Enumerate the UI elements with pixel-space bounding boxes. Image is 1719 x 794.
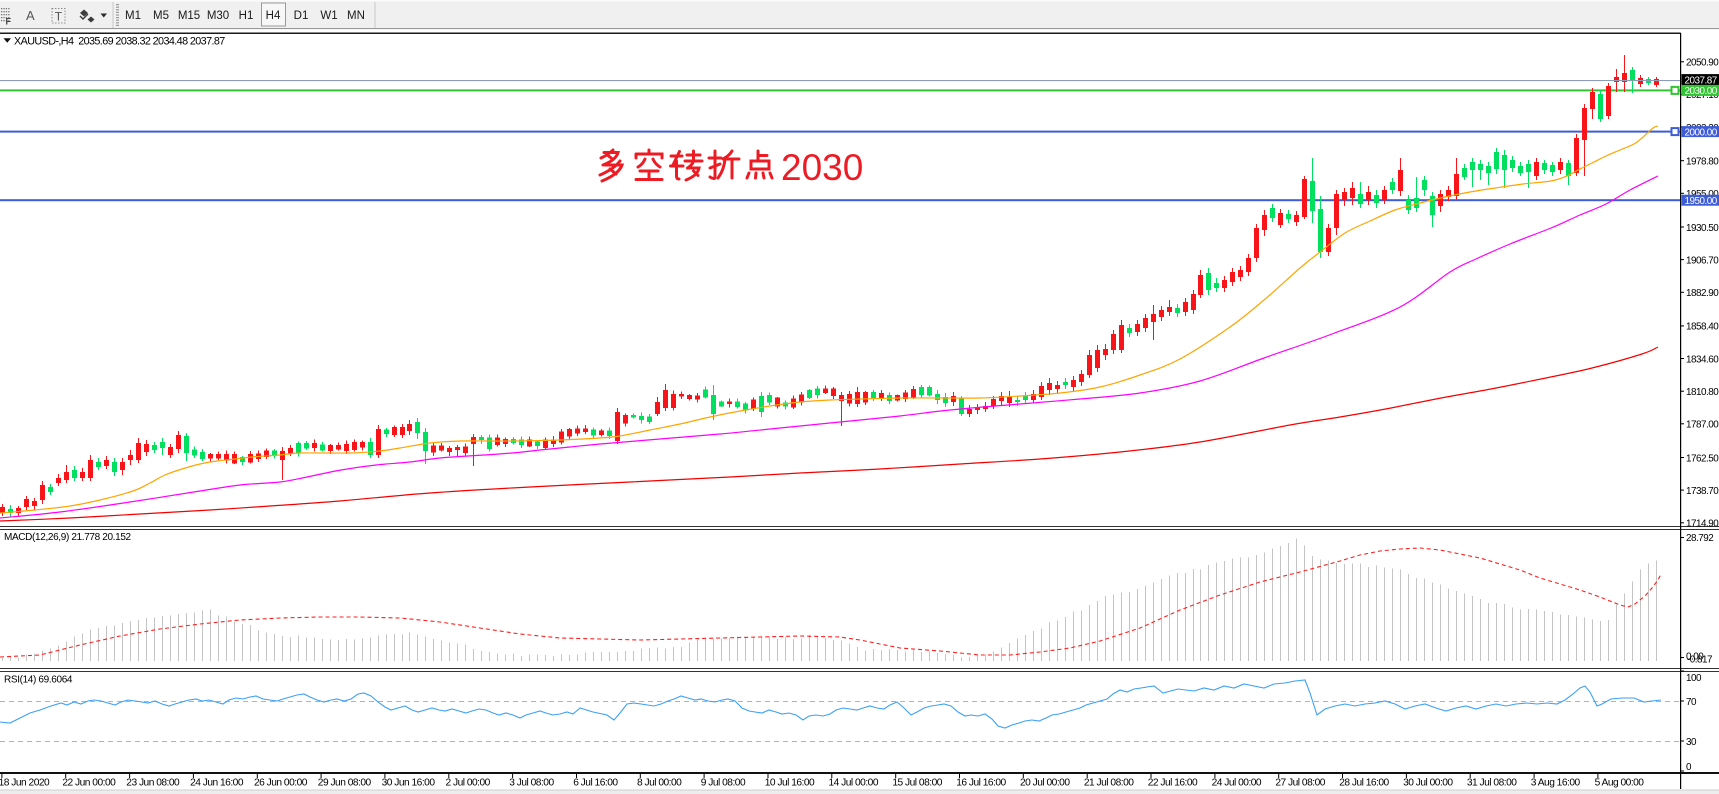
svg-text:30 Jun 16:00: 30 Jun 16:00 — [382, 778, 436, 789]
svg-text:1882.90: 1882.90 — [1686, 288, 1719, 299]
svg-text:24 Jul 00:00: 24 Jul 00:00 — [1212, 778, 1262, 789]
svg-text:2030: 2030 — [781, 147, 863, 188]
svg-text:2050.90: 2050.90 — [1686, 58, 1719, 69]
svg-text:1834.60: 1834.60 — [1686, 354, 1719, 365]
svg-text:20 Jul 00:00: 20 Jul 00:00 — [1020, 778, 1070, 789]
svg-text:1950.00: 1950.00 — [1685, 196, 1718, 207]
svg-text:A: A — [26, 8, 35, 23]
svg-text:26 Jun 00:00: 26 Jun 00:00 — [254, 778, 308, 789]
svg-text:H1: H1 — [239, 10, 254, 22]
svg-text:27 Jul 08:00: 27 Jul 08:00 — [1275, 778, 1325, 789]
svg-text:18 Jun 2020: 18 Jun 2020 — [0, 778, 50, 789]
svg-text:RSI(14) 69.6064: RSI(14) 69.6064 — [4, 675, 73, 686]
svg-text:6 Jul 16:00: 6 Jul 16:00 — [573, 778, 618, 789]
svg-text:0.00: 0.00 — [1686, 652, 1704, 663]
svg-text:3 Aug 16:00: 3 Aug 16:00 — [1531, 778, 1581, 789]
svg-text:1787.00: 1787.00 — [1686, 420, 1719, 431]
svg-text:30 Jul 00:00: 30 Jul 00:00 — [1403, 778, 1453, 789]
svg-text:-0.817: -0.817 — [1687, 655, 1712, 666]
svg-text:24 Jun 16:00: 24 Jun 16:00 — [190, 778, 244, 789]
svg-text:W1: W1 — [320, 10, 337, 22]
svg-text:1738.70: 1738.70 — [1686, 486, 1719, 497]
svg-text:30: 30 — [1686, 737, 1697, 748]
svg-text:MN: MN — [347, 10, 365, 22]
svg-text:5 Aug 00:00: 5 Aug 00:00 — [1595, 778, 1645, 789]
svg-text:1930.50: 1930.50 — [1686, 223, 1719, 234]
svg-text:22 Jun 00:00: 22 Jun 00:00 — [62, 778, 116, 789]
svg-text:2000.00: 2000.00 — [1685, 127, 1718, 138]
svg-text:M30: M30 — [207, 10, 229, 22]
svg-text:1978.80: 1978.80 — [1686, 157, 1719, 168]
svg-text:1762.50: 1762.50 — [1686, 453, 1719, 464]
svg-text:100: 100 — [1686, 673, 1702, 684]
svg-text:21 Jul 08:00: 21 Jul 08:00 — [1084, 778, 1134, 789]
svg-text:70: 70 — [1686, 697, 1697, 708]
svg-text:23 Jun 08:00: 23 Jun 08:00 — [126, 778, 180, 789]
svg-text:0: 0 — [1686, 762, 1692, 773]
svg-text:M1: M1 — [125, 10, 141, 22]
svg-text:M15: M15 — [178, 10, 200, 22]
svg-text:16 Jul 16:00: 16 Jul 16:00 — [956, 778, 1006, 789]
svg-text:28.792: 28.792 — [1686, 533, 1713, 544]
svg-text:2030.00: 2030.00 — [1685, 86, 1718, 97]
svg-text:XAUUSD-,H4 2035.69 2038.32 20: XAUUSD-,H4 2035.69 2038.32 2034.48 2037.… — [14, 36, 225, 48]
svg-text:8 Jul 00:00: 8 Jul 00:00 — [637, 778, 682, 789]
svg-text:H4: H4 — [266, 10, 281, 22]
svg-text:D1: D1 — [294, 10, 309, 22]
svg-text:31 Jul 08:00: 31 Jul 08:00 — [1467, 778, 1517, 789]
svg-text:1810.80: 1810.80 — [1686, 387, 1719, 398]
svg-text:29 Jun 08:00: 29 Jun 08:00 — [318, 778, 372, 789]
svg-text:10 Jul 16:00: 10 Jul 16:00 — [765, 778, 815, 789]
svg-text:28 Jul 16:00: 28 Jul 16:00 — [1339, 778, 1389, 789]
svg-text:T: T — [55, 10, 63, 24]
svg-text:2037.87: 2037.87 — [1685, 75, 1717, 86]
svg-text:1955.00: 1955.00 — [1686, 189, 1719, 200]
svg-text:1858.40: 1858.40 — [1686, 322, 1719, 333]
svg-text:M5: M5 — [153, 10, 169, 22]
svg-text:14 Jul 00:00: 14 Jul 00:00 — [829, 778, 879, 789]
svg-text:22 Jul 16:00: 22 Jul 16:00 — [1148, 778, 1198, 789]
svg-text:1714.90: 1714.90 — [1686, 519, 1719, 530]
svg-text:3 Jul 08:00: 3 Jul 08:00 — [509, 778, 554, 789]
svg-text:2 Jul 00:00: 2 Jul 00:00 — [446, 778, 491, 789]
svg-text:1906.70: 1906.70 — [1686, 255, 1719, 266]
svg-text:F: F — [6, 17, 12, 27]
svg-text:MACD(12,26,9) 21.778 20.152: MACD(12,26,9) 21.778 20.152 — [4, 532, 132, 543]
svg-text:9 Jul 08:00: 9 Jul 08:00 — [701, 778, 746, 789]
svg-text:15 Jul 08:00: 15 Jul 08:00 — [892, 778, 942, 789]
